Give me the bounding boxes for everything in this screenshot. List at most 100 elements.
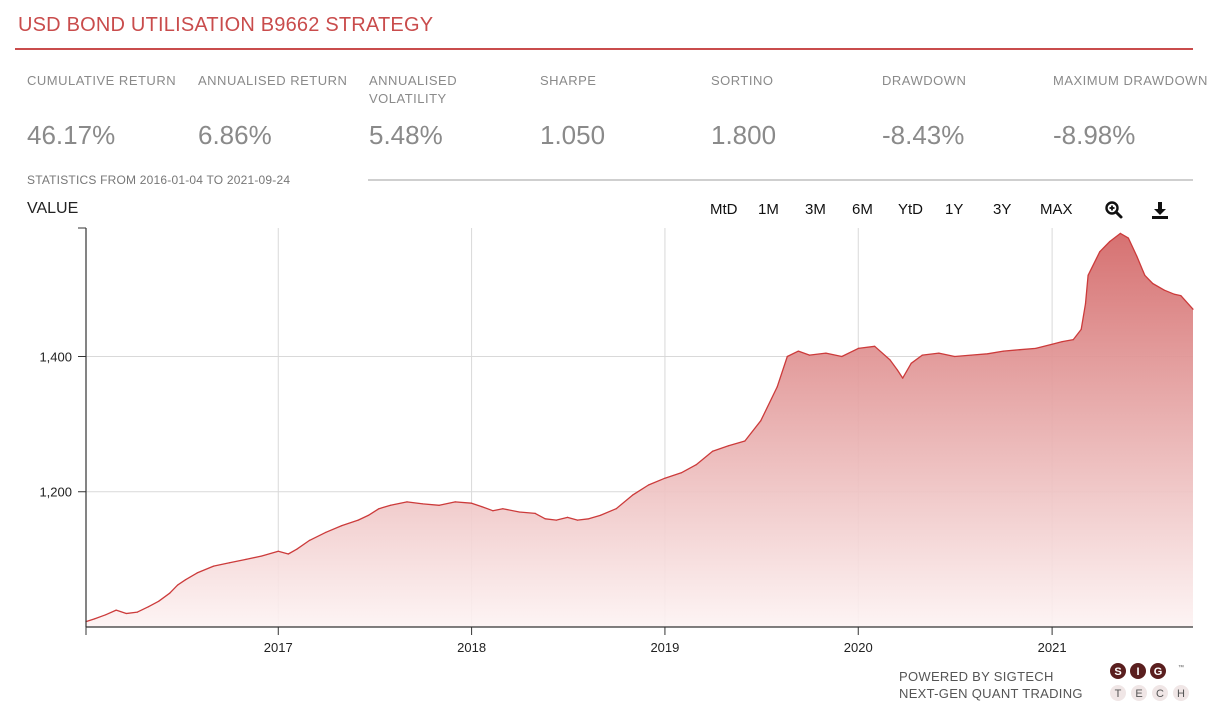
stat-value: 1.050 — [540, 120, 606, 150]
data-point — [1019, 349, 1021, 351]
data-point — [518, 511, 520, 513]
zoom-in-icon[interactable] — [1104, 200, 1124, 220]
period-divider — [368, 179, 1193, 181]
data-point — [245, 558, 247, 561]
data-point — [544, 518, 546, 520]
data-point — [1080, 328, 1082, 330]
chart-title: USD BOND UTILISATION B9662 STRATEGY — [18, 14, 434, 36]
data-point — [196, 572, 198, 574]
stat-label: ANNUALISED RETURN — [198, 73, 348, 88]
range-button-3m[interactable]: 3M — [805, 201, 826, 218]
data-point — [986, 353, 989, 355]
data-point — [1099, 251, 1101, 253]
data-point — [1136, 255, 1138, 257]
data-point — [1087, 274, 1089, 276]
logo-letter: S — [1114, 666, 1121, 678]
data-point — [776, 386, 778, 388]
range-button-ytd[interactable]: YtD — [898, 201, 924, 218]
range-button-3y[interactable]: 3Y — [993, 201, 1012, 218]
y-tick-label: 1,400 — [39, 349, 72, 364]
statistics-period: STATISTICS FROM 2016-01-04 TO 2021-09-24 — [27, 173, 291, 187]
data-point — [588, 518, 590, 520]
data-point — [786, 355, 788, 358]
range-button-max[interactable]: MAX — [1040, 201, 1073, 218]
footer-line-1: POWERED BY SIGTECH — [899, 669, 1054, 684]
data-point — [1144, 274, 1146, 276]
data-point — [390, 504, 392, 506]
data-point — [406, 501, 408, 503]
powered-by-text: POWERED BY SIGTECH NEXT-GEN QUANT TRADIN… — [899, 668, 1083, 702]
data-point — [744, 440, 746, 442]
data-point — [185, 579, 187, 581]
data-point — [1152, 282, 1154, 285]
logo-letter: H — [1177, 688, 1185, 700]
data-point — [874, 345, 876, 347]
data-point — [481, 506, 483, 508]
data-point — [712, 450, 714, 452]
logo-letter: E — [1135, 688, 1142, 700]
logo-letter-circle — [1130, 663, 1146, 679]
data-point — [1192, 308, 1194, 310]
logo-letter-circle — [1110, 685, 1126, 701]
data-point — [896, 369, 899, 371]
stat-label: DRAWDOWN — [882, 73, 967, 88]
data-point — [357, 519, 359, 521]
data-point — [438, 504, 440, 506]
data-point — [1127, 237, 1129, 239]
data-point — [502, 508, 504, 510]
data-point — [93, 618, 96, 620]
data-point — [1072, 339, 1074, 341]
download-icon[interactable] — [1150, 200, 1170, 220]
stat-value: 46.17% — [27, 120, 116, 150]
data-point — [555, 519, 557, 521]
data-point — [1109, 240, 1111, 243]
x-tick-label: 2021 — [1038, 640, 1067, 655]
series-area — [85, 232, 1194, 627]
data-point — [1180, 295, 1182, 297]
data-point — [115, 609, 117, 611]
logo-letter-circle — [1110, 663, 1126, 679]
data-point — [841, 355, 843, 358]
logo-letter: T — [1115, 688, 1122, 700]
data-point — [261, 555, 263, 557]
range-button-1y[interactable]: 1Y — [945, 201, 964, 218]
data-point — [808, 354, 811, 356]
stat-annualised-return: ANNUALISED RETURN 6.86% — [198, 72, 358, 150]
x-tick-label: 2018 — [457, 640, 486, 655]
data-point — [228, 562, 231, 564]
logo-letter: G — [1154, 666, 1163, 678]
data-point — [1035, 347, 1037, 349]
data-point — [632, 494, 634, 496]
stat-label: SORTINO — [711, 73, 774, 88]
data-point — [954, 355, 956, 358]
stat-value: 6.86% — [198, 120, 272, 150]
data-point — [938, 352, 940, 354]
data-point — [287, 553, 289, 555]
data-point — [970, 354, 972, 356]
footer-line-2: NEXT-GEN QUANT TRADING — [899, 686, 1083, 701]
data-point — [1119, 232, 1121, 234]
stat-value: -8.43% — [882, 120, 965, 150]
range-button-1m[interactable]: 1M — [758, 201, 779, 218]
stat-annualised-volatility: ANNUALISED VOLATILITY 5.48% — [369, 72, 529, 150]
stat-sortino: SORTINO 1.800 — [711, 72, 871, 150]
data-point — [471, 502, 473, 504]
data-point — [125, 612, 127, 615]
range-button-6m[interactable]: 6M — [852, 201, 873, 218]
logo-letter: C — [1156, 688, 1164, 700]
logo-letter-circle — [1173, 685, 1189, 701]
stat-cumulative-return: CUMULATIVE RETURN 46.17% — [27, 72, 187, 150]
data-point — [296, 548, 298, 550]
data-point — [647, 484, 650, 486]
data-point — [1163, 289, 1165, 291]
data-point — [599, 514, 601, 517]
x-tick-label: 2017 — [264, 640, 293, 655]
svg-text:™: ™ — [1178, 664, 1184, 671]
data-point — [213, 565, 215, 567]
logo-letter-circle — [1131, 685, 1147, 701]
data-point — [727, 445, 730, 447]
range-button-mtd[interactable]: MtD — [710, 201, 738, 218]
stat-value: 1.800 — [711, 120, 777, 150]
data-point — [169, 592, 171, 594]
